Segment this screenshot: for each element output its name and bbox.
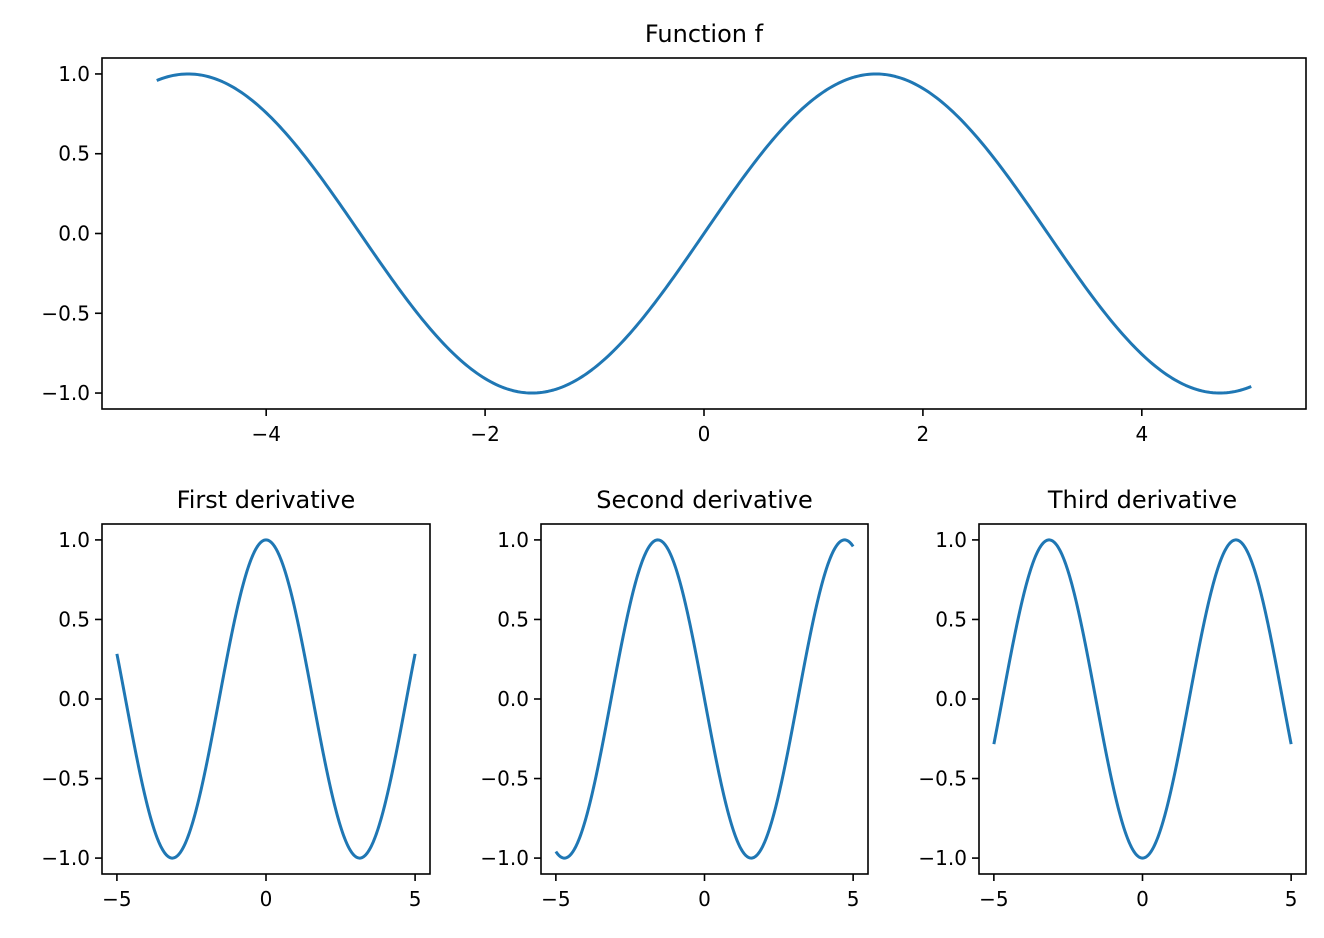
x-tick-label: 0 [260, 887, 273, 911]
x-tick-label: −5 [102, 887, 131, 911]
subplot-title: Second derivative [596, 486, 812, 514]
x-tick-label: 0 [698, 887, 711, 911]
y-tick-label: 0.0 [935, 687, 967, 711]
y-tick-label: 0.5 [58, 142, 90, 166]
x-tick-label: −2 [470, 422, 499, 446]
y-tick-label: −1.0 [480, 846, 529, 870]
series-line [554, 538, 855, 860]
subplot-title: First derivative [177, 486, 356, 514]
subplot-function-f: Function f −4 −2 0 2 4 −1.0 −0.5 0.0 0.5 1.0 [41, 20, 1307, 446]
series-line [992, 538, 1293, 860]
y-tick-label: 0.5 [497, 607, 529, 631]
y-tick-label: 1.0 [497, 528, 529, 552]
series-line [156, 72, 1252, 395]
y-tick-label: −0.5 [41, 767, 90, 791]
y-tick-label: −0.5 [41, 301, 90, 325]
y-tick-label: 0.0 [58, 687, 90, 711]
x-tick-label: 0 [1136, 887, 1149, 911]
subplot-second-derivative: Second derivative −5 0 5 −1.0 −0.5 0.0 0.5 1.0 [480, 486, 869, 911]
series-line [115, 538, 417, 860]
subplot-first-derivative: First derivative −5 0 5 −1.0 −0.5 0.0 0.5 1.0 [41, 486, 431, 911]
subplot-third-derivative: Third derivative −5 0 5 −1.0 −0.5 0.0 0.5 1.0 [918, 486, 1307, 911]
y-tick-label: 0.5 [58, 607, 90, 631]
subplot-title: Third derivative [1047, 486, 1237, 514]
y-tick-label: −1.0 [41, 381, 90, 405]
x-tick-label: 5 [1285, 887, 1298, 911]
x-tick-label: 4 [1135, 422, 1148, 446]
x-tick-label: 2 [917, 422, 930, 446]
y-tick-label: −0.5 [480, 767, 529, 791]
y-tick-label: 0.0 [497, 687, 529, 711]
y-tick-label: 0.0 [58, 222, 90, 246]
x-tick-label: 5 [409, 887, 422, 911]
y-tick-label: 0.5 [935, 607, 967, 631]
y-tick-label: 1.0 [935, 528, 967, 552]
y-tick-label: 1.0 [58, 62, 90, 86]
y-tick-label: −1.0 [41, 846, 90, 870]
y-tick-label: 1.0 [58, 528, 90, 552]
x-tick-label: 5 [847, 887, 860, 911]
y-tick-label: −0.5 [918, 767, 967, 791]
subplot-title: Function f [645, 20, 764, 48]
x-tick-label: 0 [698, 422, 711, 446]
y-tick-label: −1.0 [918, 846, 967, 870]
x-tick-label: −4 [251, 422, 280, 446]
x-tick-label: −5 [541, 887, 570, 911]
x-tick-label: −5 [979, 887, 1008, 911]
